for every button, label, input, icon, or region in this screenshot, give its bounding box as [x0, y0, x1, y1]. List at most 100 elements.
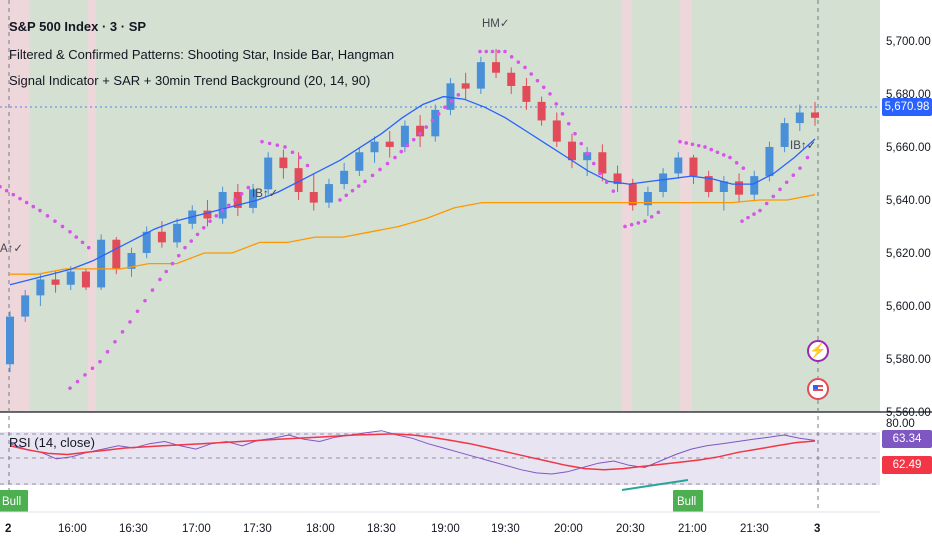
- sar-dot: [449, 99, 454, 103]
- sar-dot: [678, 139, 682, 144]
- sar-dot: [604, 180, 609, 185]
- candle-body: [583, 152, 592, 161]
- candle-body: [567, 141, 576, 161]
- symbol-title[interactable]: S&P 500 Index · 3 · SP: [9, 19, 147, 34]
- candle-body: [400, 125, 409, 147]
- sar-dot: [399, 149, 404, 154]
- sar-dot: [791, 173, 796, 178]
- candle-body: [704, 176, 713, 193]
- rsi-value-badge: 63.34: [882, 430, 932, 448]
- candle-body: [21, 295, 30, 317]
- candle-body: [36, 279, 45, 296]
- sar-dot: [746, 215, 750, 220]
- indicator-signal-label[interactable]: Signal Indicator + SAR + 30min Trend Bac…: [9, 73, 371, 88]
- sar-dot: [684, 141, 689, 145]
- candle-body: [795, 112, 804, 124]
- price-tick-label: 5,700.00: [886, 36, 931, 48]
- sar-dot: [591, 161, 596, 166]
- rsi-band: [0, 432, 880, 485]
- rsi-pane-title[interactable]: RSI (14, close): [9, 435, 95, 450]
- candle-body: [735, 181, 744, 195]
- sar-dot: [548, 92, 552, 96]
- sar-dot: [83, 373, 87, 377]
- candle-body: [249, 189, 258, 208]
- sar-dot: [226, 203, 231, 208]
- sar-dot: [80, 240, 85, 245]
- sar-dot: [456, 93, 461, 97]
- sar-dot: [201, 225, 206, 230]
- candle-body: [674, 157, 683, 174]
- lightning-icon[interactable]: ⚡: [807, 340, 829, 362]
- sar-dot: [189, 239, 194, 243]
- sar-dot: [430, 118, 435, 123]
- sar-dot: [573, 131, 577, 136]
- candle-body: [719, 181, 728, 193]
- candle-body: [537, 101, 546, 121]
- sar-dot: [260, 139, 264, 144]
- sar-dot: [158, 277, 162, 282]
- sar-dot: [90, 366, 95, 371]
- sar-dot: [629, 222, 634, 227]
- sar-dot: [734, 161, 739, 165]
- sar-dot: [764, 201, 769, 206]
- sar-dot: [298, 155, 302, 160]
- candle-body: [218, 192, 227, 219]
- sma-line: [9, 95, 816, 286]
- candle-body: [340, 170, 349, 185]
- candle-body: [385, 141, 394, 147]
- sar-dot: [784, 180, 789, 185]
- sar-dot: [696, 143, 701, 148]
- sar-dot: [523, 65, 527, 70]
- sar-dot: [424, 125, 429, 129]
- bull-signal-label-2-bg: [673, 490, 703, 512]
- price-tick-label: 5,580.00: [886, 354, 931, 366]
- sar-dot: [690, 142, 695, 147]
- candle-body: [6, 316, 14, 365]
- time-tick-label: 17:00: [182, 523, 211, 535]
- price-tick-label: 5,600.00: [886, 301, 931, 313]
- sar-dot: [75, 379, 80, 384]
- trend-orange-line: [10, 194, 816, 275]
- sar-dot: [233, 198, 237, 202]
- sar-dot: [195, 232, 200, 237]
- indicator-patterns-label[interactable]: Filtered & Confirmed Patterns: Shooting …: [9, 47, 395, 62]
- pattern-label-left: A↑✓: [0, 243, 23, 255]
- candle-body: [51, 279, 60, 285]
- candle-body: [659, 173, 668, 193]
- sar-dot: [516, 60, 521, 64]
- sar-dot: [135, 309, 140, 314]
- candle-body: [173, 223, 182, 243]
- candle-body: [264, 157, 273, 190]
- candle-body: [233, 192, 242, 208]
- rsi-ma-value-badge: 62.49: [882, 456, 932, 474]
- sar-dot: [214, 214, 219, 218]
- sar-dot: [176, 253, 181, 258]
- sar-dot: [45, 214, 50, 218]
- sar-dot: [350, 188, 355, 193]
- time-tick-label: 20:00: [554, 523, 583, 535]
- sar-dot: [636, 221, 641, 225]
- sar-dot: [356, 184, 361, 188]
- sar-dot: [478, 49, 482, 54]
- rsi-line: [9, 430, 816, 475]
- candle-body: [294, 168, 303, 193]
- trend-background-green: [0, 0, 880, 412]
- sar-dot: [656, 210, 661, 215]
- flag-stripes: [813, 385, 823, 393]
- time-tick-label: 2: [5, 523, 11, 535]
- sar-dot: [31, 204, 36, 209]
- candle-body: [97, 239, 106, 288]
- sar-dot: [741, 166, 746, 170]
- sar-dot: [554, 102, 559, 106]
- sar-dot: [53, 219, 57, 223]
- candle-body: [431, 109, 440, 137]
- us-flag-icon[interactable]: [807, 378, 829, 400]
- sar-dot: [490, 49, 495, 54]
- sar-dot: [105, 349, 110, 354]
- sar-dot: [4, 188, 9, 193]
- sar-dot: [411, 137, 416, 142]
- sar-dot: [566, 121, 571, 126]
- time-axis-bg: [0, 512, 932, 550]
- sar-dot: [535, 78, 540, 83]
